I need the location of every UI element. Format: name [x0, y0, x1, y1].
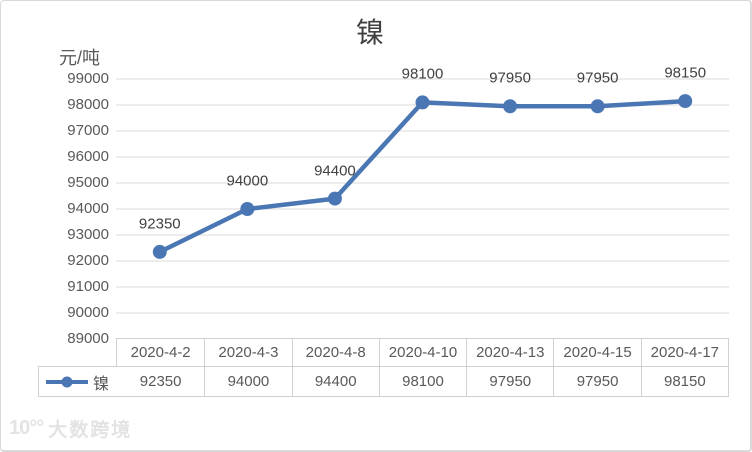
- table-header-cell: 2020-4-8: [291, 339, 379, 367]
- data-point-label: 94400: [314, 162, 356, 180]
- data-point-label: 97950: [489, 69, 531, 87]
- watermark-text: 大数跨境: [48, 420, 133, 441]
- y-tick-label: 90000: [67, 304, 109, 321]
- data-point-label: 94000: [226, 172, 269, 190]
- y-tick-label: 93000: [67, 226, 109, 243]
- y-tick-label: 97000: [67, 122, 109, 139]
- data-point-label: 92350: [138, 215, 181, 233]
- table-value-cell: 98100: [378, 367, 467, 396]
- table-value-cell: 94000: [204, 367, 292, 396]
- table-header-cell: 2020-4-15: [553, 339, 641, 367]
- y-tick-label: 99000: [67, 70, 109, 87]
- legend-line-marker-icon: [46, 376, 88, 387]
- watermark-logo-icon: 10°°: [9, 417, 44, 439]
- data-point-label: 98100: [401, 65, 444, 83]
- data-point-marker: [240, 202, 255, 216]
- y-tick-label: 92000: [67, 252, 109, 269]
- legend-label: 镍: [93, 375, 110, 393]
- table-value-cell: 92350: [117, 367, 205, 396]
- table-header-cell: 2020-4-13: [466, 339, 554, 367]
- y-axis-unit-label: 元/吨: [59, 48, 101, 68]
- table-value-cell: 94400: [291, 367, 379, 396]
- table-value-cell: 97950: [466, 367, 554, 396]
- data-point-marker: [327, 191, 342, 206]
- data-point-label: 97950: [576, 69, 619, 87]
- data-point-marker: [590, 99, 605, 114]
- data-point-marker: [678, 94, 693, 109]
- data-point-marker: [503, 99, 518, 114]
- table-header-cell: 2020-4-3: [204, 339, 292, 367]
- table-header-cell: 2020-4-2: [117, 339, 205, 367]
- y-tick-label: 91000: [67, 278, 109, 295]
- y-tick-label: 94000: [67, 200, 109, 217]
- legend: 镍: [38, 366, 117, 397]
- y-tick-label: 89000: [67, 330, 109, 347]
- y-tick-label: 98000: [67, 96, 109, 113]
- data-table: 2020-4-2 2020-4-3 2020-4-8 2020-4-10 2020-4-…: [116, 338, 729, 397]
- data-point-marker: [152, 244, 167, 259]
- y-tick-label: 95000: [67, 174, 109, 191]
- data-point-marker: [415, 95, 430, 110]
- table-header-cell: 2020-4-17: [640, 339, 728, 367]
- table-value-cell: 98150: [640, 367, 728, 396]
- data-point-label: 98150: [664, 64, 707, 82]
- watermark: 10°° 大数跨境: [9, 415, 132, 442]
- chart-title: 镍: [355, 17, 385, 48]
- table-value-cell: 97950: [553, 367, 641, 396]
- y-tick-label: 96000: [67, 148, 109, 165]
- table-header-cell: 2020-4-10: [378, 339, 467, 367]
